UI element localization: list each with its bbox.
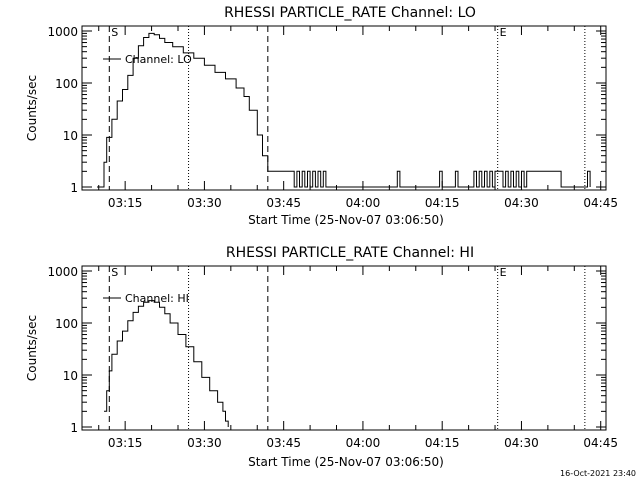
marker-label: S <box>111 266 118 279</box>
x-tick-label: 04:00 <box>346 436 381 450</box>
x-axis-label: Start Time (25-Nov-07 03:06:50) <box>248 213 444 227</box>
marker-label: E <box>500 266 507 279</box>
x-tick-label: 03:45 <box>266 436 301 450</box>
series-line-lo <box>97 32 591 188</box>
axis-ticks: 1 10 100 1000 03:15 03:30 03:45 04:00 04:15 04:30… <box>47 25 618 210</box>
series-line-hi <box>104 300 229 427</box>
legend: Channel: LO <box>103 53 192 66</box>
axis-ticks: 1 10 100 1000 03:15 03:30 03:45 04:00 04:15 04:30… <box>47 265 618 450</box>
legend-label: Channel: HI <box>125 292 189 305</box>
y-tick-label: 10 <box>63 369 78 383</box>
y-axis-label: Counts/sec <box>25 315 39 381</box>
y-tick-label: 1000 <box>47 25 78 39</box>
y-tick-label: 1 <box>70 421 78 435</box>
x-tick-label: 04:45 <box>583 436 618 450</box>
x-tick-label: 04:45 <box>583 196 618 210</box>
x-tick-label: 04:00 <box>346 196 381 210</box>
legend: Channel: HI <box>103 292 189 305</box>
chart-title: RHESSI PARTICLE_RATE Channel: LO <box>224 5 476 21</box>
panel-lo: RHESSI PARTICLE_RATE Channel: LO Counts/… <box>25 5 618 227</box>
y-axis-label: Counts/sec <box>25 75 39 141</box>
y-tick-label: 1000 <box>47 265 78 279</box>
marker-label: E <box>500 26 507 39</box>
x-tick-label: 03:45 <box>266 196 301 210</box>
x-tick-label: 03:30 <box>187 196 222 210</box>
x-tick-label: 03:30 <box>187 436 222 450</box>
legend-label: Channel: LO <box>125 53 192 66</box>
x-tick-label: 04:30 <box>504 436 539 450</box>
marker-label: S <box>111 26 118 39</box>
x-tick-label: 03:15 <box>108 436 143 450</box>
y-tick-label: 100 <box>55 317 78 331</box>
x-axis-label: Start Time (25-Nov-07 03:06:50) <box>248 455 444 469</box>
footer-timestamp: 16-Oct-2021 23:40 <box>560 469 636 478</box>
chart-title: RHESSI PARTICLE_RATE Channel: HI <box>226 245 474 261</box>
panel-hi: RHESSI PARTICLE_RATE Channel: HI Counts/… <box>25 245 618 469</box>
x-tick-label: 04:30 <box>504 196 539 210</box>
x-tick-label: 03:15 <box>108 196 143 210</box>
y-tick-label: 1 <box>70 181 78 195</box>
plot-frame <box>81 25 607 191</box>
x-tick-label: 04:15 <box>425 196 460 210</box>
y-tick-label: 10 <box>63 129 78 143</box>
plot-frame <box>81 265 607 431</box>
y-tick-label: 100 <box>55 77 78 91</box>
x-tick-label: 04:15 <box>425 436 460 450</box>
